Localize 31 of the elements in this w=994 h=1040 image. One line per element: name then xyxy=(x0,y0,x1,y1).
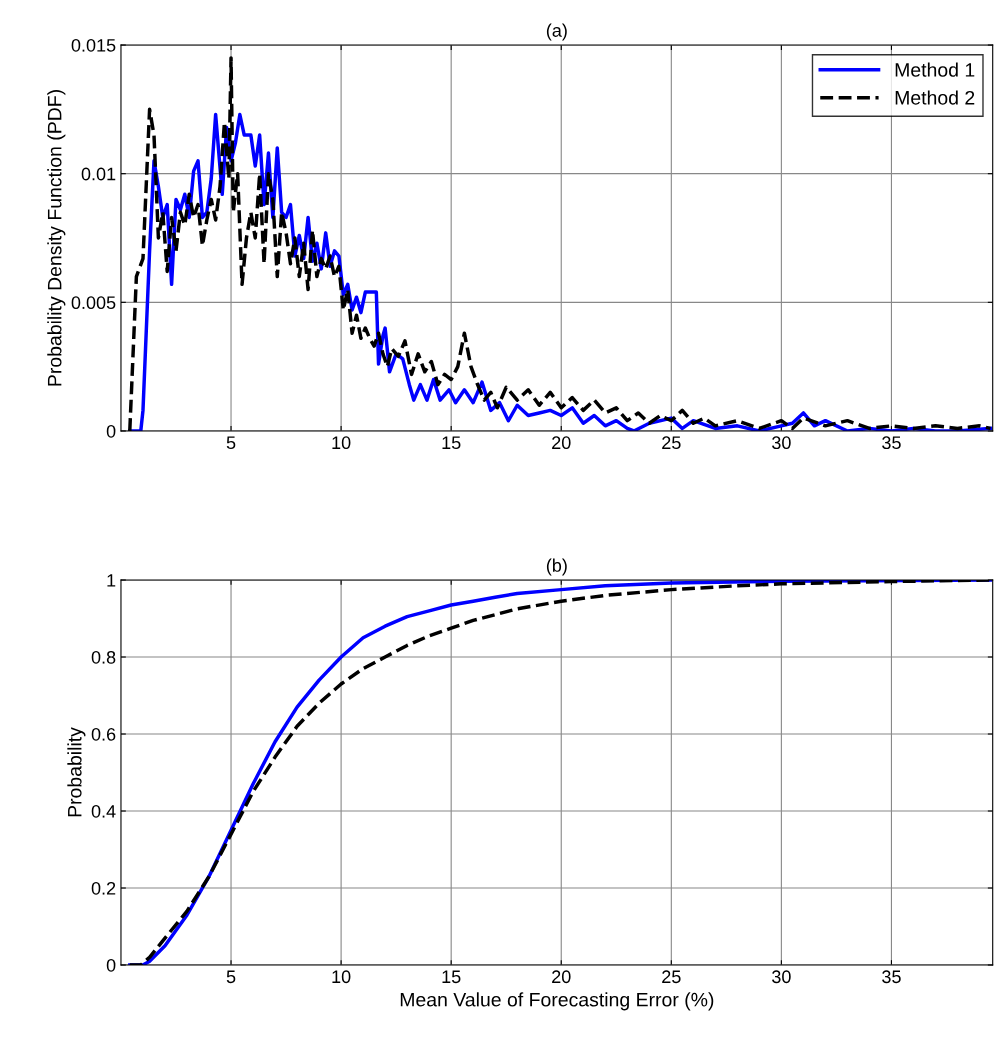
x-tick-label: 5 xyxy=(226,436,236,450)
x-tick-label: 10 xyxy=(332,436,351,450)
y-tick-label: 0.01 xyxy=(81,167,116,181)
x-tick-label: 20 xyxy=(552,436,571,450)
x-axis-title: Mean Value of Forecasting Error (%) xyxy=(400,992,714,1011)
x-tick-label: 25 xyxy=(662,970,681,984)
y-tick-label: 0 xyxy=(106,424,116,438)
y-tick-label: 0.4 xyxy=(91,804,116,818)
y-tick-label: 0.015 xyxy=(71,38,116,52)
x-tick-label: 25 xyxy=(662,436,681,450)
chart-title: (b) xyxy=(546,558,567,576)
y-tick-label: 0.2 xyxy=(91,881,116,895)
x-tick-label: 10 xyxy=(332,970,351,984)
legend-label: Method 1 xyxy=(895,62,975,77)
x-tick-label: 15 xyxy=(442,970,461,984)
y-tick-label: 0.005 xyxy=(71,296,116,310)
x-tick-label: 35 xyxy=(882,970,901,984)
y-axis-title: Probability Density Function (PDF) xyxy=(47,90,66,386)
y-axis-title: Probability xyxy=(67,727,86,817)
chart-title: (a) xyxy=(546,23,567,41)
x-tick-label: 30 xyxy=(772,436,791,450)
x-tick-label: 5 xyxy=(226,970,236,984)
y-tick-label: 0.8 xyxy=(91,650,116,664)
x-tick-label: 20 xyxy=(552,970,571,984)
x-tick-label: 15 xyxy=(442,436,461,450)
legend-label: Method 2 xyxy=(895,90,975,105)
x-tick-label: 30 xyxy=(772,970,791,984)
y-tick-label: 0 xyxy=(106,958,116,972)
y-tick-label: 1 xyxy=(107,574,116,587)
x-tick-label: 35 xyxy=(882,436,901,450)
y-tick-label: 0.6 xyxy=(91,727,116,741)
